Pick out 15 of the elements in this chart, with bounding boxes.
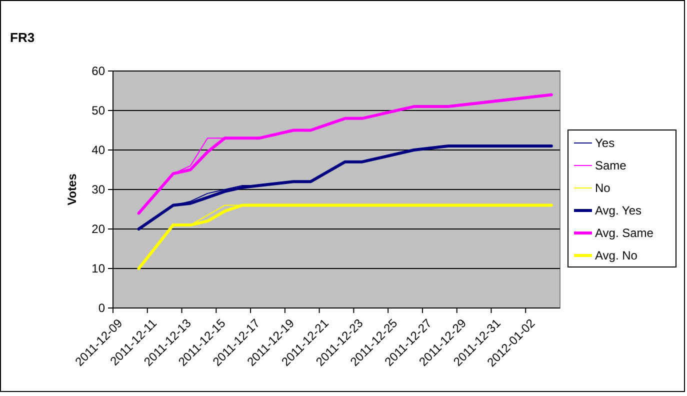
y-axis-title: Votes [65,173,79,206]
legend-label: Same [595,158,627,173]
legend-label: No [595,181,611,196]
y-tick-label: 40 [92,143,106,158]
y-tick-label: 20 [92,222,106,236]
y-tick-label: 30 [92,182,106,197]
y-tick-label: 60 [92,64,106,78]
legend-label: Yes [595,136,615,150]
legend-label: Avg. Same [595,226,654,240]
y-tick-label: 10 [92,262,106,276]
y-tick-label: 0 [98,301,106,316]
y-tick-label: 50 [92,104,106,118]
legend-label: Avg. Yes [595,204,642,218]
chart-title: FR3 [10,30,35,45]
legend-label: Avg. No [595,248,638,263]
